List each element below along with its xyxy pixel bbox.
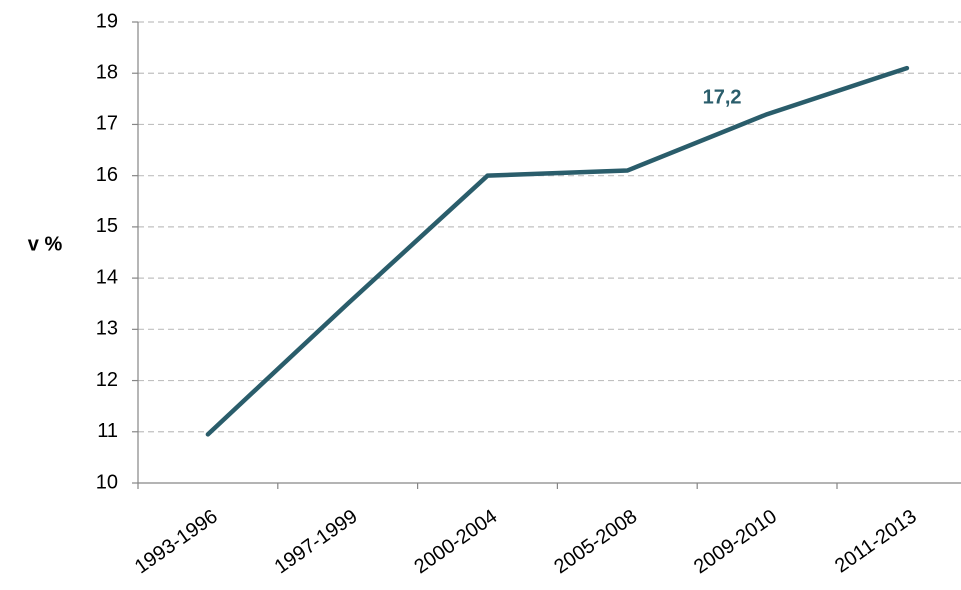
x-tick-label: 2011-2013 [831,505,921,577]
y-tick-label: 11 [97,420,118,442]
y-tick-label: 15 [96,215,118,237]
line [205,65,910,437]
y-tick-label: 19 [96,10,118,32]
data-label: 17,2 [703,86,742,108]
y-tick-label: 17 [96,113,118,135]
x-tick-label: 2009-2010 [690,505,781,578]
y-tick-label: 16 [96,164,118,186]
x-tick-label: 2005-2008 [550,505,641,578]
y-tick-label: 12 [96,369,118,391]
y-tick-label: 13 [96,318,118,340]
y-axis-label: v % [28,233,63,255]
y-tick-label: 18 [96,62,118,84]
x-tick-label: 1993-1996 [131,505,222,578]
x-tick-label: 2000-2004 [410,505,501,578]
y-tick-label: 14 [96,266,118,288]
x-tick-label: 1997-1999 [271,505,362,578]
y-tick-label: 10 [96,471,118,493]
